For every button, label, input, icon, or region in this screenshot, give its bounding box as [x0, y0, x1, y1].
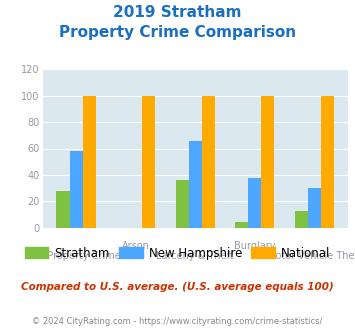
Bar [295, 211, 308, 228]
Bar [321, 96, 334, 228]
Bar [261, 96, 274, 228]
Bar [83, 96, 96, 228]
Bar [235, 222, 248, 228]
Bar [202, 96, 215, 228]
Text: Larceny & Theft: Larceny & Theft [156, 251, 234, 261]
Bar [70, 151, 83, 228]
Text: © 2024 CityRating.com - https://www.cityrating.com/crime-statistics/: © 2024 CityRating.com - https://www.city… [32, 317, 323, 326]
Bar [308, 188, 321, 228]
Bar [189, 141, 202, 228]
Text: Arson: Arson [122, 241, 149, 251]
Bar [248, 178, 261, 228]
Bar [56, 191, 70, 228]
Legend: Stratham, New Hampshire, National: Stratham, New Hampshire, National [20, 242, 335, 264]
Text: All Property Crime: All Property Crime [32, 251, 120, 261]
Text: Burglary: Burglary [234, 241, 275, 251]
Bar [176, 180, 189, 228]
Bar [142, 96, 155, 228]
Text: Motor Vehicle Theft: Motor Vehicle Theft [267, 251, 355, 261]
Text: Compared to U.S. average. (U.S. average equals 100): Compared to U.S. average. (U.S. average … [21, 282, 334, 292]
Text: 2019 Stratham: 2019 Stratham [113, 5, 242, 20]
Text: Property Crime Comparison: Property Crime Comparison [59, 25, 296, 40]
